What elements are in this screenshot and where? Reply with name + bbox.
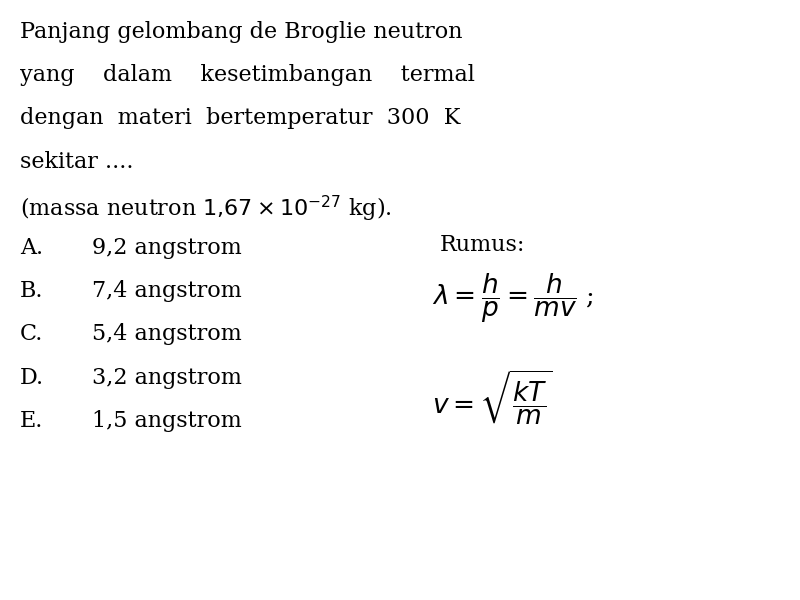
Text: yang    dalam    kesetimbangan    termal: yang dalam kesetimbangan termal [20,64,475,86]
Text: C.: C. [20,323,43,346]
Text: 5,4 angstrom: 5,4 angstrom [92,323,242,346]
Text: sekitar ....: sekitar .... [20,151,134,173]
Text: 1,5 angstrom: 1,5 angstrom [92,410,242,432]
Text: 9,2 angstrom: 9,2 angstrom [92,237,242,259]
Text: A.: A. [20,237,43,259]
Text: B.: B. [20,280,43,302]
Text: dengan  materi  bertemperatur  300  K: dengan materi bertemperatur 300 K [20,107,460,130]
Text: D.: D. [20,367,44,389]
Text: Panjang gelombang de Broglie neutron: Panjang gelombang de Broglie neutron [20,21,462,43]
Text: 3,2 angstrom: 3,2 angstrom [92,367,242,389]
Text: $v = \sqrt{\dfrac{kT}{m}}$: $v = \sqrt{\dfrac{kT}{m}}$ [432,369,553,428]
Text: 7,4 angstrom: 7,4 angstrom [92,280,242,302]
Text: E.: E. [20,410,43,432]
Text: $\lambda = \dfrac{h}{p} = \dfrac{h}{mv}\;$;: $\lambda = \dfrac{h}{p} = \dfrac{h}{mv}\… [432,272,594,325]
Text: (massa neutron $1{,}67 \times 10^{-27}$ kg).: (massa neutron $1{,}67 \times 10^{-27}$ … [20,194,392,224]
Text: Rumus:: Rumus: [440,234,526,256]
